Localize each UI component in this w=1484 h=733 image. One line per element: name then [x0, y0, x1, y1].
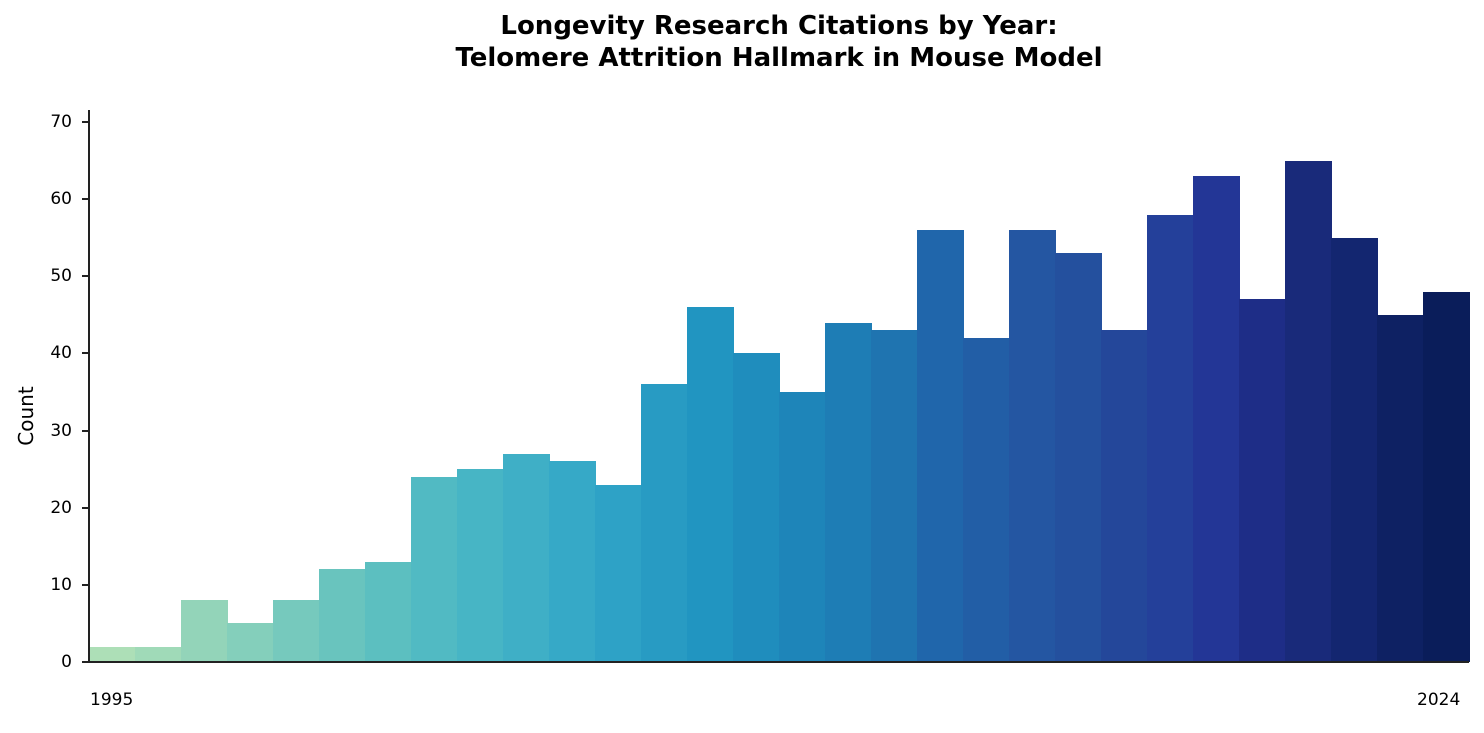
bar-2024 — [1423, 291, 1470, 662]
y-tick-20 — [82, 506, 88, 509]
y-tick-label-20: 20 — [50, 497, 72, 518]
y-tick-label-0: 0 — [61, 652, 72, 672]
bar-2020 — [1239, 299, 1286, 662]
y-tick-60 — [82, 198, 88, 201]
bar-2000 — [319, 569, 366, 662]
bar-1998 — [227, 623, 274, 662]
y-tick-10 — [82, 583, 88, 586]
bar-2022 — [1331, 237, 1378, 662]
y-tick-label-50: 50 — [50, 266, 72, 287]
bar-2007 — [641, 384, 688, 662]
x-tick-label-first: 1995 — [90, 690, 134, 710]
bar-2002 — [411, 476, 458, 662]
bar-2019 — [1193, 176, 1240, 662]
bar-2006 — [595, 484, 642, 662]
bar-2013 — [917, 230, 964, 662]
bar-2017 — [1101, 330, 1148, 662]
y-tick-label-10: 10 — [50, 574, 72, 595]
bar-2021 — [1285, 160, 1332, 662]
x-tick-label-last: 2024 — [1417, 690, 1461, 710]
bar-2023 — [1377, 314, 1424, 662]
bar-2008 — [687, 307, 734, 662]
y-tick-label-30: 30 — [50, 420, 72, 441]
y-axis-label: Count — [14, 386, 38, 446]
bar-2015 — [1009, 230, 1056, 662]
bar-2011 — [825, 322, 872, 662]
y-tick-label-40: 40 — [50, 343, 72, 364]
y-tick-70 — [82, 121, 88, 124]
bar-1999 — [273, 600, 320, 662]
bar-2009 — [733, 353, 780, 662]
x-axis-line — [88, 661, 1469, 663]
y-axis-line — [88, 110, 90, 663]
bar-1997 — [181, 600, 228, 662]
bar-2004 — [503, 453, 550, 662]
y-tick-50 — [82, 275, 88, 278]
bar-2016 — [1055, 253, 1102, 662]
y-tick-label-70: 70 — [50, 112, 72, 133]
y-tick-40 — [82, 352, 88, 355]
y-tick-0 — [82, 661, 88, 663]
bar-2005 — [549, 461, 596, 662]
plot-area — [89, 110, 1470, 662]
y-tick-label-60: 60 — [50, 189, 72, 210]
bar-1996 — [135, 646, 182, 662]
bar-2001 — [365, 561, 412, 662]
bar-2018 — [1147, 214, 1194, 662]
chart-title-line-2: Telomere Attrition Hallmark in Mouse Mod… — [455, 43, 1103, 73]
y-tick-30 — [82, 429, 88, 432]
bar-1995 — [89, 646, 136, 662]
bar-2010 — [779, 392, 826, 662]
chart-title: Longevity Research Citations by Year: Te… — [0, 10, 1484, 74]
bar-2014 — [963, 338, 1010, 662]
bar-2003 — [457, 469, 504, 662]
chart-title-line-1: Longevity Research Citations by Year: — [500, 11, 1058, 41]
bar-2012 — [871, 330, 918, 662]
